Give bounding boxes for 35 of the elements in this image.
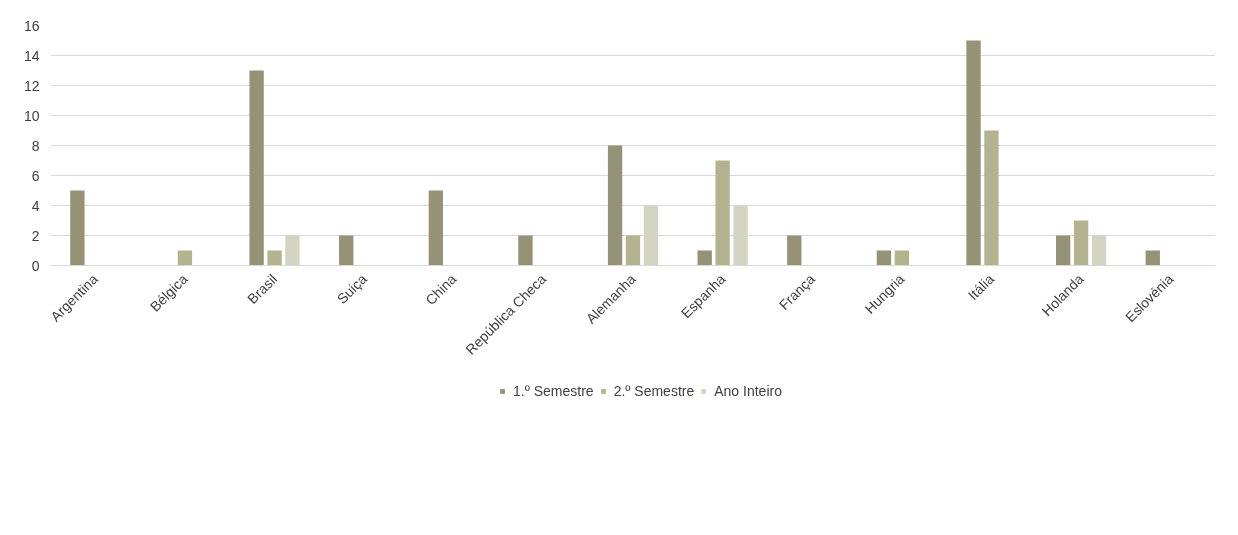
y-tick-label: 4 bbox=[31, 197, 40, 214]
y-tick-label: 2 bbox=[31, 227, 40, 244]
bar bbox=[518, 235, 533, 266]
bar bbox=[894, 250, 910, 266]
bar bbox=[715, 160, 730, 266]
bar bbox=[966, 40, 981, 266]
bar bbox=[607, 145, 623, 266]
bar bbox=[249, 70, 264, 266]
y-tick-label: 0 bbox=[31, 257, 40, 274]
bar bbox=[339, 235, 354, 266]
bar bbox=[1091, 235, 1107, 266]
y-tick-label: 16 bbox=[23, 17, 40, 34]
bar bbox=[428, 190, 444, 266]
y-tick-label: 14 bbox=[23, 47, 40, 64]
y-tick-label: 12 bbox=[23, 77, 40, 94]
legend-label: 1.º Semestre bbox=[513, 383, 594, 399]
legend-label: Ano Inteiro bbox=[714, 383, 782, 399]
y-tick-label: 8 bbox=[31, 137, 40, 154]
bar bbox=[643, 205, 659, 266]
legend-label: 2.º Semestre bbox=[613, 383, 695, 399]
bar bbox=[285, 235, 300, 266]
bar bbox=[733, 205, 748, 266]
y-tick-label: 6 bbox=[31, 167, 40, 184]
bar bbox=[1145, 250, 1160, 266]
y-tick-label: 10 bbox=[23, 107, 40, 124]
bar bbox=[984, 130, 999, 266]
bar bbox=[876, 250, 892, 266]
bar bbox=[1055, 235, 1071, 266]
bar bbox=[625, 235, 641, 266]
bar bbox=[70, 190, 85, 266]
bar bbox=[177, 250, 193, 266]
bar bbox=[787, 235, 802, 266]
bar bbox=[267, 250, 282, 266]
bar bbox=[1073, 220, 1089, 266]
bar bbox=[697, 250, 712, 266]
